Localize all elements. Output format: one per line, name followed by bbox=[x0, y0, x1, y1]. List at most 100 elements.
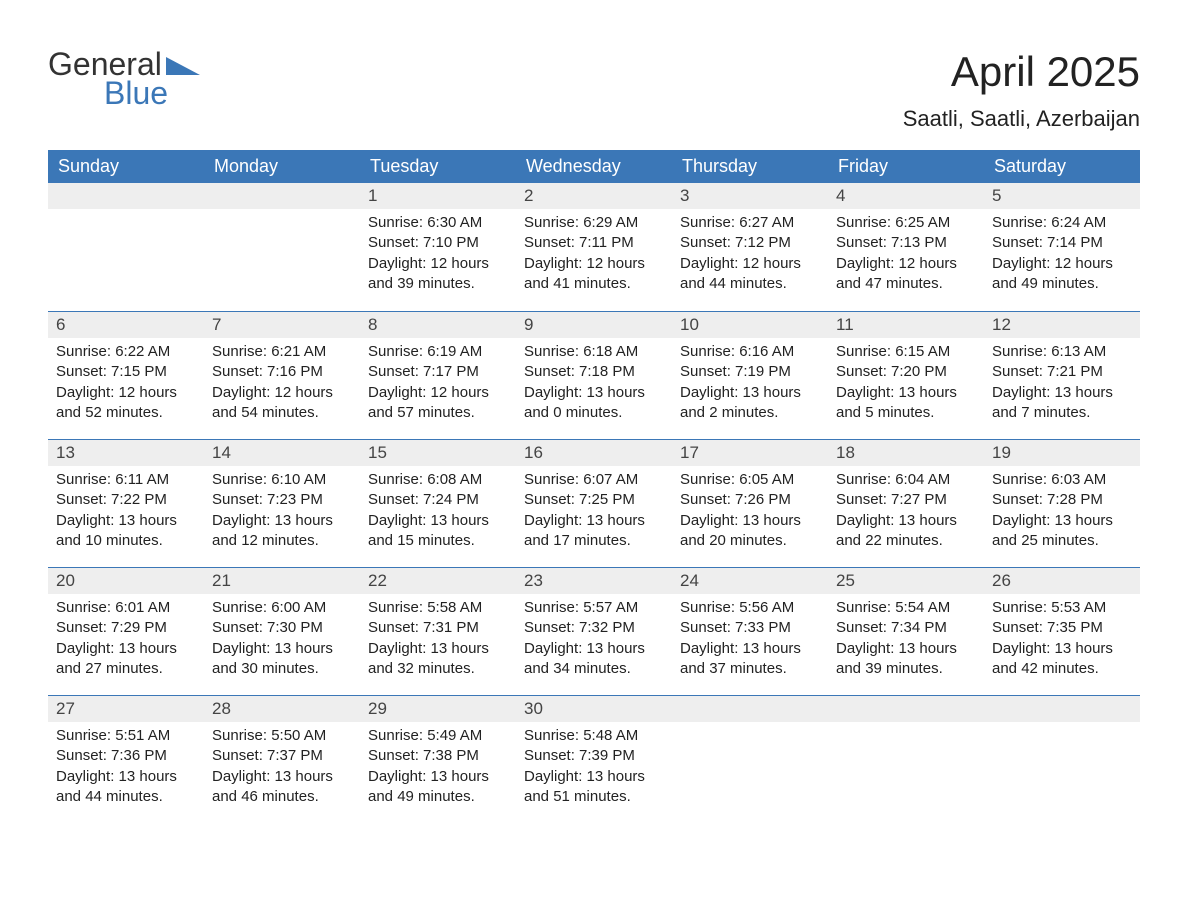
day-number: 21 bbox=[204, 568, 360, 594]
day-sunset: Sunset: 7:15 PM bbox=[56, 362, 196, 382]
day-sunset: Sunset: 7:25 PM bbox=[524, 490, 664, 510]
week-row: 6Sunrise: 6:22 AMSunset: 7:15 PMDaylight… bbox=[48, 311, 1140, 439]
day-sunrise: Sunrise: 6:08 AM bbox=[368, 470, 508, 490]
day-number bbox=[984, 696, 1140, 722]
day-sunset: Sunset: 7:31 PM bbox=[368, 618, 508, 638]
day-number: 29 bbox=[360, 696, 516, 722]
day-cell: 9Sunrise: 6:18 AMSunset: 7:18 PMDaylight… bbox=[516, 312, 672, 439]
day-sunset: Sunset: 7:37 PM bbox=[212, 746, 352, 766]
day-sunset: Sunset: 7:10 PM bbox=[368, 233, 508, 253]
day-body: Sunrise: 6:30 AMSunset: 7:10 PMDaylight:… bbox=[360, 209, 516, 302]
day-cell: 25 Sunrise: 5:54 AMSunset: 7:34 PMDayligh… bbox=[828, 568, 984, 695]
day-sunset: Sunset: 7:27 PM bbox=[836, 490, 976, 510]
day-daylight1: Daylight: 13 hours bbox=[992, 639, 1132, 659]
day-sunset: Sunset: 7:39 PM bbox=[524, 746, 664, 766]
day-daylight2: and 51 minutes. bbox=[524, 787, 664, 807]
day-daylight1: Daylight: 13 hours bbox=[368, 511, 508, 531]
day-cell: 1Sunrise: 6:30 AMSunset: 7:10 PMDaylight… bbox=[360, 183, 516, 311]
day-cell bbox=[204, 183, 360, 311]
day-daylight2: and 46 minutes. bbox=[212, 787, 352, 807]
day-cell bbox=[828, 696, 984, 823]
calendar: Sunday Monday Tuesday Wednesday Thursday… bbox=[48, 150, 1140, 823]
day-daylight2: and 37 minutes. bbox=[680, 659, 820, 679]
day-body: Sunrise: 6:11 AMSunset: 7:22 PMDaylight:… bbox=[48, 466, 204, 559]
logo-triangle-icon bbox=[166, 53, 200, 79]
day-sunrise: Sunrise: 6:01 AM bbox=[56, 598, 196, 618]
day-cell: 7Sunrise: 6:21 AMSunset: 7:16 PMDaylight… bbox=[204, 312, 360, 439]
day-number: 6 bbox=[48, 312, 204, 338]
day-body bbox=[828, 722, 984, 734]
day-number: 7 bbox=[204, 312, 360, 338]
day-sunset: Sunset: 7:34 PM bbox=[836, 618, 976, 638]
day-daylight2: and 0 minutes. bbox=[524, 403, 664, 423]
day-daylight1: Daylight: 12 hours bbox=[992, 254, 1132, 274]
day-sunrise: Sunrise: 5:50 AM bbox=[212, 726, 352, 746]
day-sunrise: Sunrise: 6:00 AM bbox=[212, 598, 352, 618]
day-sunset: Sunset: 7:13 PM bbox=[836, 233, 976, 253]
day-sunset: Sunset: 7:16 PM bbox=[212, 362, 352, 382]
day-sunset: Sunset: 7:33 PM bbox=[680, 618, 820, 638]
day-sunset: Sunset: 7:21 PM bbox=[992, 362, 1132, 382]
day-number bbox=[672, 696, 828, 722]
day-cell: 5Sunrise: 6:24 AMSunset: 7:14 PMDaylight… bbox=[984, 183, 1140, 311]
day-daylight1: Daylight: 13 hours bbox=[524, 639, 664, 659]
day-sunrise: Sunrise: 6:10 AM bbox=[212, 470, 352, 490]
day-header-row: Sunday Monday Tuesday Wednesday Thursday… bbox=[48, 150, 1140, 183]
week-row: 27Sunrise: 5:51 AMSunset: 7:36 PMDayligh… bbox=[48, 695, 1140, 823]
day-daylight2: and 25 minutes. bbox=[992, 531, 1132, 551]
day-body: Sunrise: 6:18 AMSunset: 7:18 PMDaylight:… bbox=[516, 338, 672, 431]
day-cell: 17Sunrise: 6:05 AMSunset: 7:26 PMDayligh… bbox=[672, 440, 828, 567]
day-sunrise: Sunrise: 5:54 AM bbox=[836, 598, 976, 618]
day-cell: 15Sunrise: 6:08 AMSunset: 7:24 PMDayligh… bbox=[360, 440, 516, 567]
day-body: Sunrise: 6:07 AMSunset: 7:25 PMDaylight:… bbox=[516, 466, 672, 559]
day-daylight2: and 32 minutes. bbox=[368, 659, 508, 679]
week-row: 13Sunrise: 6:11 AMSunset: 7:22 PMDayligh… bbox=[48, 439, 1140, 567]
day-cell: 10Sunrise: 6:16 AMSunset: 7:19 PMDayligh… bbox=[672, 312, 828, 439]
day-number: 25 bbox=[828, 568, 984, 594]
day-header-friday: Friday bbox=[828, 150, 984, 183]
day-sunrise: Sunrise: 6:19 AM bbox=[368, 342, 508, 362]
day-daylight1: Daylight: 13 hours bbox=[212, 511, 352, 531]
day-cell: 24Sunrise: 5:56 AMSunset: 7:33 PMDayligh… bbox=[672, 568, 828, 695]
day-daylight1: Daylight: 13 hours bbox=[680, 383, 820, 403]
day-number bbox=[204, 183, 360, 209]
day-cell bbox=[672, 696, 828, 823]
week-row: 1Sunrise: 6:30 AMSunset: 7:10 PMDaylight… bbox=[48, 183, 1140, 311]
day-daylight2: and 5 minutes. bbox=[836, 403, 976, 423]
day-body: Sunrise: 5:56 AMSunset: 7:33 PMDaylight:… bbox=[672, 594, 828, 687]
day-sunset: Sunset: 7:17 PM bbox=[368, 362, 508, 382]
day-body: Sunrise: 5:51 AMSunset: 7:36 PMDaylight:… bbox=[48, 722, 204, 815]
day-cell: 12Sunrise: 6:13 AMSunset: 7:21 PMDayligh… bbox=[984, 312, 1140, 439]
day-body: Sunrise: 6:13 AMSunset: 7:21 PMDaylight:… bbox=[984, 338, 1140, 431]
day-sunrise: Sunrise: 6:07 AM bbox=[524, 470, 664, 490]
day-number: 20 bbox=[48, 568, 204, 594]
day-body: Sunrise: 6:22 AMSunset: 7:15 PMDaylight:… bbox=[48, 338, 204, 431]
day-daylight1: Daylight: 12 hours bbox=[368, 254, 508, 274]
day-number: 26 bbox=[984, 568, 1140, 594]
day-body: Sunrise: 6:24 AMSunset: 7:14 PMDaylight:… bbox=[984, 209, 1140, 302]
day-cell bbox=[984, 696, 1140, 823]
day-body: Sunrise: 6:25 AMSunset: 7:13 PMDaylight:… bbox=[828, 209, 984, 302]
day-body: Sunrise: 6:29 AMSunset: 7:11 PMDaylight:… bbox=[516, 209, 672, 302]
day-sunrise: Sunrise: 6:13 AM bbox=[992, 342, 1132, 362]
day-body: Sunrise: 6:21 AMSunset: 7:16 PMDaylight:… bbox=[204, 338, 360, 431]
day-sunrise: Sunrise: 6:04 AM bbox=[836, 470, 976, 490]
day-sunrise: Sunrise: 6:30 AM bbox=[368, 213, 508, 233]
day-header-tuesday: Tuesday bbox=[360, 150, 516, 183]
day-daylight1: Daylight: 13 hours bbox=[680, 639, 820, 659]
day-body: Sunrise: 6:10 AMSunset: 7:23 PMDaylight:… bbox=[204, 466, 360, 559]
day-daylight1: Daylight: 12 hours bbox=[680, 254, 820, 274]
day-body: Sunrise: 5:53 AMSunset: 7:35 PMDaylight:… bbox=[984, 594, 1140, 687]
day-sunrise: Sunrise: 6:22 AM bbox=[56, 342, 196, 362]
day-body: Sunrise: 6:08 AMSunset: 7:24 PMDaylight:… bbox=[360, 466, 516, 559]
day-daylight2: and 54 minutes. bbox=[212, 403, 352, 423]
logo-word-blue: Blue bbox=[104, 77, 200, 109]
day-cell: 11Sunrise: 6:15 AMSunset: 7:20 PMDayligh… bbox=[828, 312, 984, 439]
day-body: Sunrise: 6:15 AMSunset: 7:20 PMDaylight:… bbox=[828, 338, 984, 431]
day-daylight1: Daylight: 13 hours bbox=[836, 639, 976, 659]
day-sunset: Sunset: 7:35 PM bbox=[992, 618, 1132, 638]
day-daylight1: Daylight: 13 hours bbox=[212, 639, 352, 659]
week-row: 20Sunrise: 6:01 AMSunset: 7:29 PMDayligh… bbox=[48, 567, 1140, 695]
day-body: Sunrise: 6:16 AMSunset: 7:19 PMDaylight:… bbox=[672, 338, 828, 431]
day-body bbox=[672, 722, 828, 734]
